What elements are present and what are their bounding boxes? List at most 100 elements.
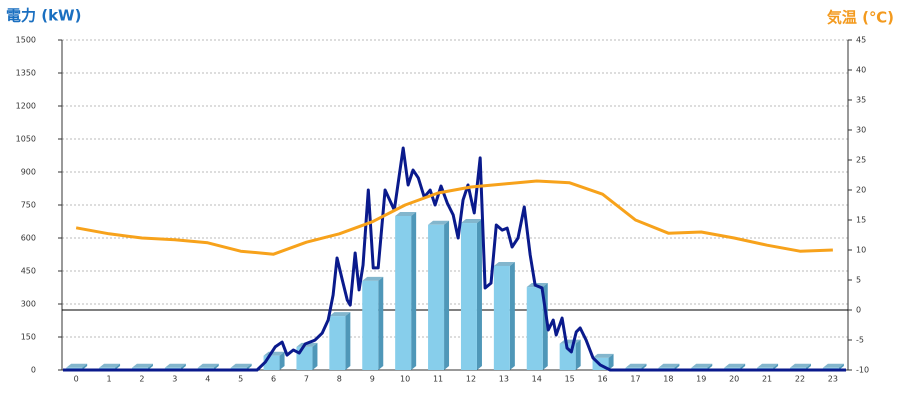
bar-top: [362, 276, 384, 281]
y-tick-label: 750: [21, 201, 36, 210]
bar-top: [822, 363, 844, 368]
bar-top: [724, 363, 746, 368]
x-tick-label: 15: [565, 375, 575, 384]
bar-side: [641, 363, 647, 370]
bar-side: [378, 276, 384, 370]
y-tick-label: 1050: [16, 135, 36, 144]
bar: [329, 316, 346, 370]
bar-side: [147, 363, 153, 370]
y-tick-label: 300: [21, 300, 36, 309]
bar-top: [691, 363, 713, 368]
bar-top: [66, 363, 88, 368]
x-tick-label: 3: [172, 375, 177, 384]
y-tick-label: 900: [21, 168, 36, 177]
x-tick-label: 6: [271, 375, 276, 384]
bar-side: [345, 312, 351, 370]
bar: [362, 280, 379, 370]
bar-top: [428, 220, 450, 225]
y2-tick-label: -5: [856, 336, 864, 345]
bar-top: [99, 363, 121, 368]
y-tick-label: 150: [21, 333, 36, 342]
bar-side: [773, 363, 779, 370]
bar-top: [658, 363, 680, 368]
x-tick-label: 4: [205, 375, 210, 384]
bar: [395, 216, 412, 370]
x-tick-label: 21: [762, 375, 772, 384]
bar-top: [164, 363, 186, 368]
y-tick-label: 1200: [16, 102, 36, 111]
bar-side: [509, 261, 515, 370]
bar-side: [82, 363, 88, 370]
bar-side: [674, 363, 680, 370]
y2-tick-label: 35: [856, 96, 866, 105]
bar-side: [115, 363, 121, 370]
y2-tick-label: 15: [856, 216, 866, 225]
y-tick-label: 1500: [16, 36, 36, 45]
x-tick-label: 13: [499, 375, 509, 384]
bar-side: [838, 363, 844, 370]
x-tick-label: 20: [729, 375, 739, 384]
y2-tick-label: -10: [856, 366, 869, 375]
x-tick-label: 9: [370, 375, 375, 384]
bar-side: [213, 363, 219, 370]
bar-top: [789, 363, 811, 368]
y-axis-title: 電力 (kW): [6, 7, 81, 25]
bar-side: [476, 219, 482, 370]
bar-side: [180, 363, 186, 370]
bar-side: [608, 353, 614, 370]
bar-side: [312, 342, 318, 370]
x-tick-label: 22: [795, 375, 805, 384]
x-tick-label: 11: [433, 375, 443, 384]
x-tick-label: 19: [696, 375, 706, 384]
y-tick-label: 1350: [16, 69, 36, 78]
x-tick-label: 18: [663, 375, 673, 384]
bar: [460, 223, 477, 370]
x-tick-label: 5: [238, 375, 243, 384]
bar: [526, 287, 543, 370]
y-tick-label: 0: [31, 366, 36, 375]
bar-top: [395, 212, 417, 216]
bar-top: [131, 363, 153, 368]
bar-side: [805, 363, 811, 370]
y2-tick-label: 20: [856, 186, 866, 195]
y2-tick-label: 25: [856, 156, 866, 165]
bar-top: [592, 353, 614, 358]
x-tick-label: 2: [139, 375, 144, 384]
x-tick-label: 7: [304, 375, 309, 384]
bar-side: [279, 351, 285, 370]
x-tick-label: 23: [828, 375, 838, 384]
y2-tick-label: 5: [856, 276, 861, 285]
bar-top: [329, 312, 351, 317]
y2-tick-label: 45: [856, 36, 866, 45]
bar-top: [230, 363, 252, 368]
bar-side: [246, 363, 252, 370]
x-tick-label: 8: [337, 375, 342, 384]
x-tick-label: 17: [630, 375, 640, 384]
bar: [493, 265, 510, 370]
x-tick-label: 16: [597, 375, 607, 384]
x-tick-label: 10: [400, 375, 410, 384]
power-line: [62, 146, 847, 372]
y2-axis-title: 気温 (℃): [827, 9, 894, 27]
x-tick-label: 0: [74, 375, 79, 384]
bar-side: [444, 220, 450, 370]
bar-top: [460, 219, 482, 224]
y-tick-label: 600: [21, 234, 36, 243]
x-tick-label: 1: [107, 375, 112, 384]
y2-tick-label: 40: [856, 66, 866, 75]
bar-top: [197, 363, 219, 368]
bar-side: [707, 363, 713, 370]
bar-top: [493, 261, 515, 266]
bar-side: [740, 363, 746, 370]
y2-tick-label: 10: [856, 246, 866, 255]
bar-top: [625, 363, 647, 368]
x-tick-label: 14: [532, 375, 542, 384]
y2-tick-label: 30: [856, 126, 866, 135]
y-tick-label: 450: [21, 267, 36, 276]
bar: [296, 346, 313, 370]
temperature-line: [75, 179, 833, 256]
bar-top: [757, 363, 779, 368]
bar-side: [575, 339, 581, 370]
x-tick-label: 12: [466, 375, 476, 384]
